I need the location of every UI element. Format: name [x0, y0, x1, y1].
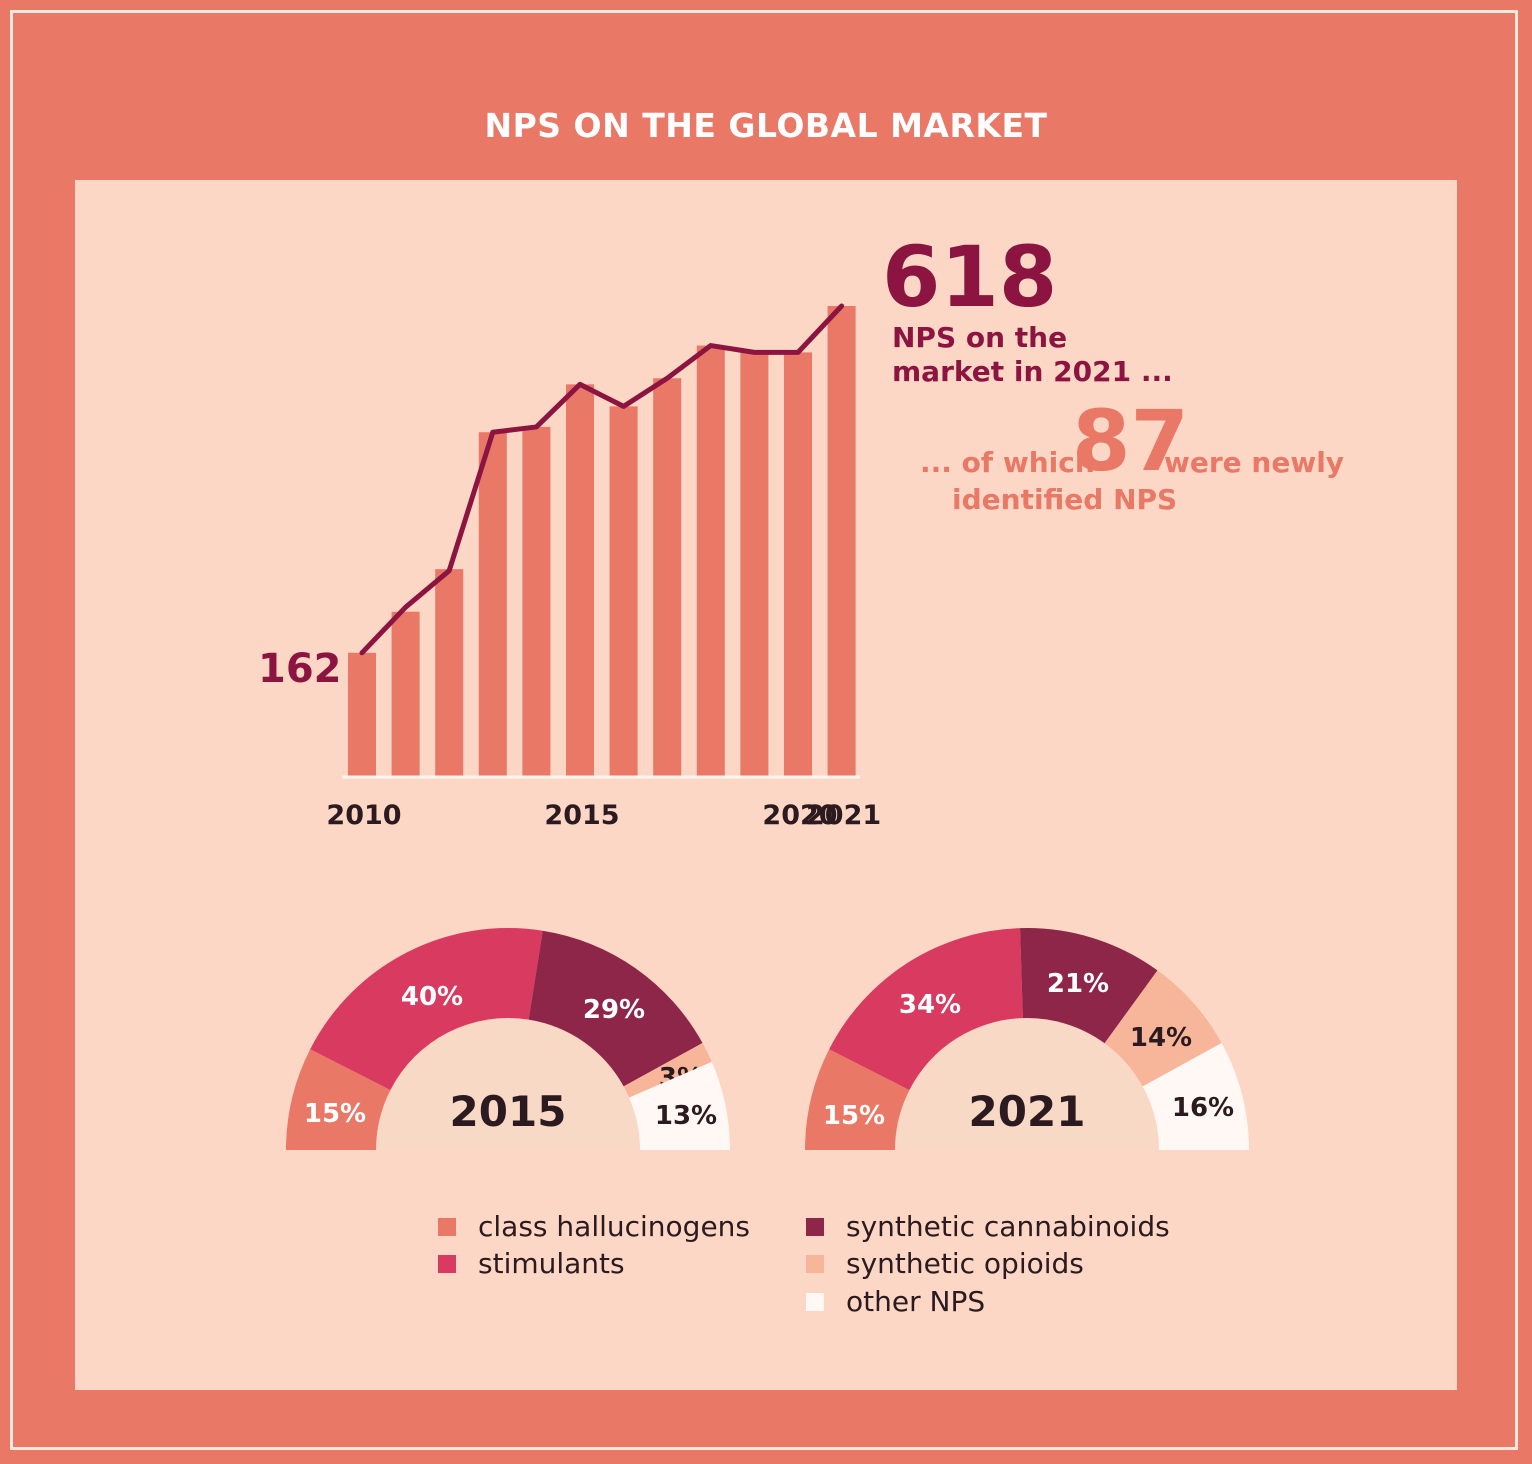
bar-2014 — [522, 426, 551, 776]
donut-2015-center-label: 2015 — [450, 1087, 567, 1136]
bar-2015 — [566, 384, 594, 776]
legend-label: other NPS — [846, 1285, 986, 1318]
new-prefix-text: ... of which — [920, 446, 1095, 479]
donut-2021-value-label-1: 34% — [899, 990, 961, 1020]
donut-2021-slice-1 — [829, 928, 1023, 1091]
legend-item-stimulants: stimulants — [438, 1247, 625, 1280]
x-tick-label-2020: 2020 — [762, 800, 837, 831]
end-value-label: 618 — [882, 228, 1058, 326]
donut-2015-slice-0 — [286, 1049, 391, 1150]
donut-2021-center-label: 2021 — [969, 1087, 1086, 1136]
bar-2016 — [609, 406, 638, 776]
x-tick-label-2015: 2015 — [544, 800, 619, 831]
donut-2021-value-label-3: 14% — [1130, 1023, 1192, 1053]
bar-2019 — [740, 352, 769, 776]
legend-swatch-cannabinoids — [806, 1217, 824, 1236]
bar-2018 — [696, 345, 725, 776]
page-title: NPS ON THE GLOBAL MARKET — [484, 106, 1048, 145]
donut-2021-center — [897, 1020, 1157, 1150]
donut-2015-slice-3 — [623, 1043, 712, 1098]
donut-2015-slice-2 — [528, 930, 703, 1087]
donut-2021-slice-0 — [805, 1049, 910, 1150]
legend-label: stimulants — [478, 1247, 625, 1280]
start-value-label: 162 — [258, 646, 342, 692]
legend-item-other: other NPS — [806, 1285, 985, 1318]
end-caption-line2: market in 2021 ... — [892, 355, 1173, 388]
bar-2021 — [827, 306, 856, 776]
legend-swatch-opioids — [806, 1254, 824, 1273]
legend-item-cannabinoids: synthetic cannabinoids — [806, 1210, 1170, 1243]
legend-item-hallucinogens: class hallucinogens — [438, 1210, 750, 1243]
x-tick-label-2010: 2010 — [326, 800, 401, 831]
end-caption-line1: NPS on the — [892, 321, 1068, 354]
new-line2-text: identified NPS — [952, 483, 1178, 516]
bar-2017 — [653, 378, 682, 776]
donut-2015-value-label-1: 40% — [401, 982, 463, 1012]
end-value-caption: NPS on the market in 2021 ... — [892, 321, 1173, 389]
bar-2012 — [435, 569, 464, 776]
donut-2015-slice-4 — [629, 1061, 730, 1150]
new-value-label: 87 — [1072, 392, 1189, 490]
bar-2010 — [348, 652, 376, 776]
legend-swatch-hallucinogens — [438, 1217, 456, 1236]
donut-2021-slice-2 — [1020, 928, 1158, 1044]
legend-item-opioids: synthetic opioids — [806, 1247, 1084, 1280]
inner-border — [10, 10, 1518, 1450]
bar-2013 — [478, 432, 507, 776]
donut-2015-slice-1 — [310, 928, 543, 1091]
legend-label: synthetic opioids — [846, 1247, 1084, 1280]
bar-2020 — [784, 352, 812, 776]
donut-2015-value-label-0: 15% — [304, 1099, 366, 1129]
legend-label: synthetic cannabinoids — [846, 1210, 1170, 1243]
donut-2021-slice-4 — [1142, 1043, 1249, 1150]
donut-2021-value-label-2: 21% — [1047, 969, 1109, 999]
donut-2015-center — [378, 1020, 638, 1150]
donut-2021-value-label-4: 16% — [1172, 1093, 1234, 1123]
legend-swatch-stimulants — [438, 1254, 456, 1273]
x-tick-label-2021: 2021 — [806, 800, 881, 831]
legend-label: class hallucinogens — [478, 1210, 751, 1243]
donut-2015-value-label-4: 13% — [655, 1101, 717, 1131]
new-suffix-text: were newly — [1164, 446, 1345, 479]
trend-line — [359, 303, 845, 656]
bar-2011 — [391, 611, 420, 776]
legend-swatch-other — [806, 1292, 824, 1311]
donut-2021-value-label-0: 15% — [823, 1101, 885, 1131]
donut-2021-slice-3 — [1104, 970, 1222, 1087]
donut-2015-value-label-2: 29% — [583, 995, 645, 1025]
